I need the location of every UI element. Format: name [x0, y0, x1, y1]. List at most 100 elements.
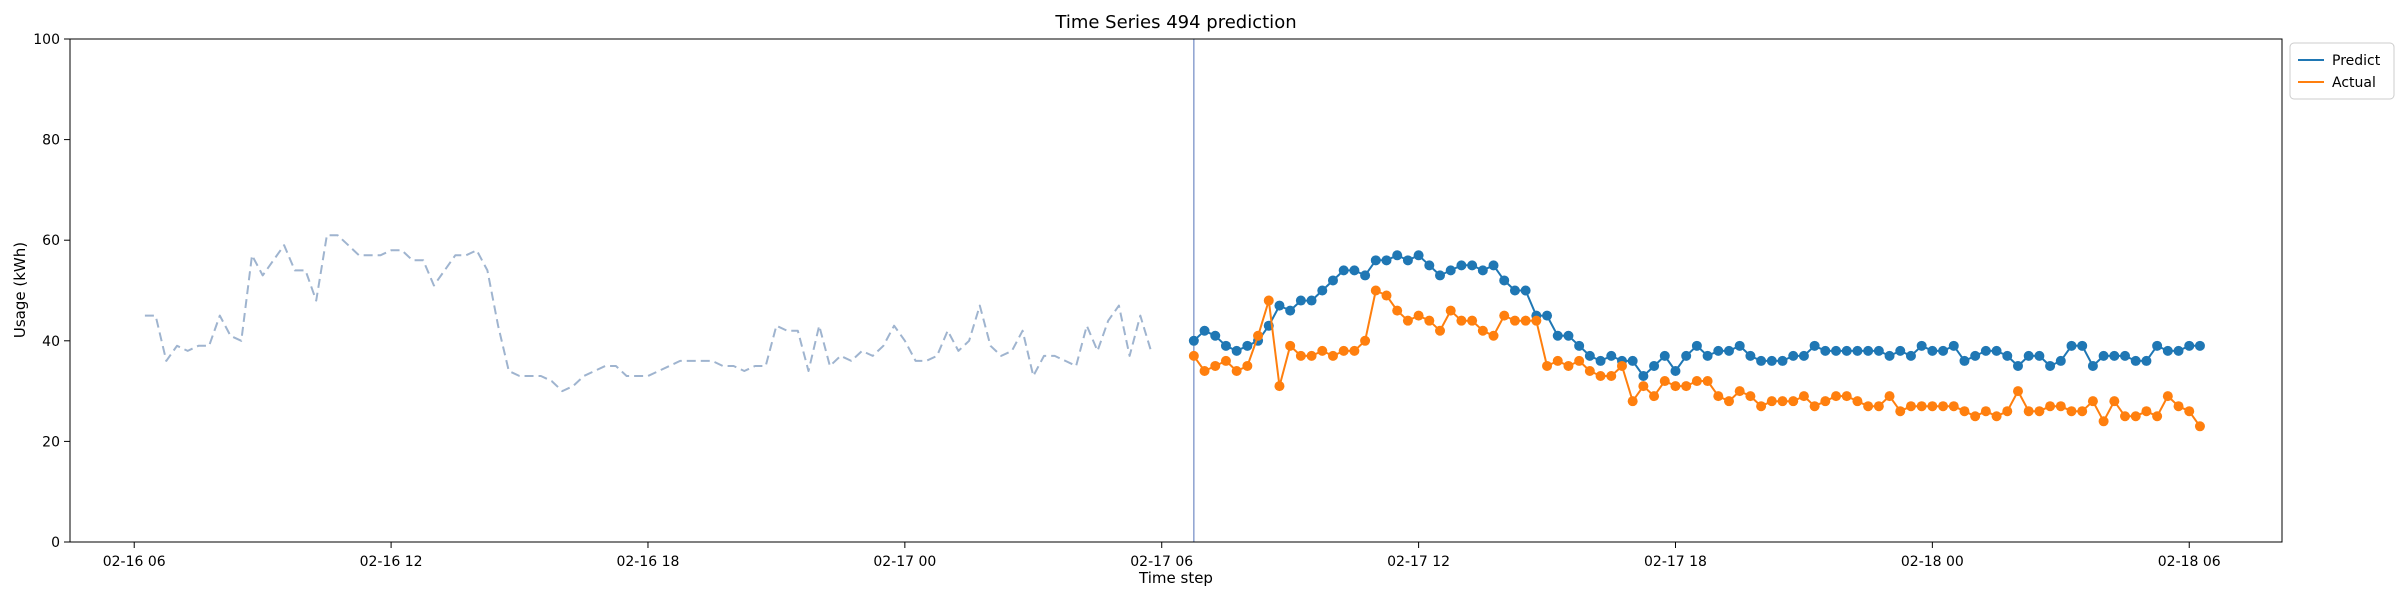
actual-point	[2109, 396, 2120, 407]
actual-point	[1627, 396, 1638, 407]
predict-point	[1691, 340, 1702, 351]
predict-point	[1349, 265, 1360, 276]
predict-point	[1306, 295, 1317, 306]
actual-point	[1306, 350, 1317, 361]
predict-point	[1584, 350, 1595, 361]
actual-point	[1659, 376, 1670, 387]
predict-point	[1970, 350, 1981, 361]
predict-point	[1627, 355, 1638, 366]
legend-label-predict: Predict	[2332, 53, 2381, 69]
predict-point	[1199, 325, 1210, 336]
predict-point	[1948, 340, 1959, 351]
predict-point	[1895, 345, 1906, 356]
actual-point	[1649, 391, 1660, 402]
actual-point	[2087, 396, 2098, 407]
y-tick-label: 80	[42, 133, 60, 149]
actual-point	[1552, 355, 1563, 366]
predict-point	[1370, 255, 1381, 266]
actual-point	[1681, 381, 1692, 392]
actual-point	[1905, 401, 1916, 412]
predict-point	[2066, 340, 2077, 351]
predict-point	[1509, 285, 1520, 296]
predict-point	[1649, 360, 1660, 371]
actual-point	[1424, 315, 1435, 326]
predict-point	[1905, 350, 1916, 361]
predict-point	[1317, 285, 1328, 296]
predict-point	[1274, 300, 1285, 311]
predict-point	[1659, 350, 1670, 361]
actual-point	[2077, 406, 2088, 417]
actual-point	[1520, 315, 1531, 326]
predict-point	[1713, 345, 1724, 356]
actual-point	[1392, 305, 1403, 316]
actual-point	[1756, 401, 1767, 412]
predict-point	[1831, 345, 1842, 356]
actual-point	[2194, 421, 2205, 432]
predict-point	[1606, 350, 1617, 361]
actual-point	[1531, 315, 1542, 326]
y-tick-label: 60	[42, 233, 60, 249]
actual-point	[1948, 401, 1959, 412]
predict-point	[1766, 355, 1777, 366]
actual-point	[1766, 396, 1777, 407]
actual-point	[1884, 391, 1895, 402]
predict-point	[2087, 360, 2098, 371]
predict-point	[2077, 340, 2088, 351]
predict-point	[1798, 350, 1809, 361]
predict-point	[2130, 355, 2141, 366]
actual-point	[1199, 365, 1210, 376]
actual-point	[2045, 401, 2056, 412]
y-tick-label: 40	[42, 334, 60, 350]
predict-point	[1681, 350, 1692, 361]
predict-point	[1285, 305, 1296, 316]
actual-point	[1456, 315, 1467, 326]
plot-frame	[69, 38, 2283, 543]
actual-point	[1220, 355, 1231, 366]
actual-point	[1499, 310, 1510, 321]
history-series-line	[144, 234, 1152, 393]
actual-point	[1841, 391, 1852, 402]
actual-point	[1820, 396, 1831, 407]
actual-point	[1574, 355, 1585, 366]
predict-point	[2002, 350, 2013, 361]
actual-point	[2012, 386, 2023, 397]
actual-point	[1670, 381, 1681, 392]
actual-point	[1873, 401, 1884, 412]
actual-point	[1938, 401, 1949, 412]
actual-point	[1863, 401, 1874, 412]
actual-point	[1327, 350, 1338, 361]
predict-point	[1927, 345, 1938, 356]
actual-point	[1317, 345, 1328, 356]
actual-point	[1777, 396, 1788, 407]
predict-point	[2120, 350, 2131, 361]
actual-point	[2173, 401, 2184, 412]
predict-point	[1188, 335, 1199, 346]
actual-point	[1563, 360, 1574, 371]
actual-point	[1242, 360, 1253, 371]
actual-point	[1467, 315, 1478, 326]
legend-box	[2289, 42, 2395, 100]
predict-point	[1542, 310, 1553, 321]
x-tick-label: 02-18 06	[2158, 554, 2221, 570]
actual-point	[1295, 350, 1306, 361]
predict-point	[1456, 260, 1467, 271]
actual-point	[1435, 325, 1446, 336]
actual-point	[2162, 391, 2173, 402]
actual-point	[2098, 416, 2109, 427]
predict-point	[1938, 345, 1949, 356]
y-tick-label: 20	[42, 434, 60, 450]
actual-point	[1616, 360, 1627, 371]
predict-point	[1841, 345, 1852, 356]
actual-point	[1584, 365, 1595, 376]
actual-point	[1488, 330, 1499, 341]
actual-point	[1188, 350, 1199, 361]
actual-point	[2066, 406, 2077, 417]
actual-point	[2034, 406, 2045, 417]
x-tick-label: 02-18 00	[1901, 554, 1964, 570]
actual-point	[1402, 315, 1413, 326]
legend-label-actual: Actual	[2332, 75, 2376, 91]
predict-point	[1210, 330, 1221, 341]
actual-point	[1724, 396, 1734, 407]
actual-point	[1980, 406, 1991, 417]
